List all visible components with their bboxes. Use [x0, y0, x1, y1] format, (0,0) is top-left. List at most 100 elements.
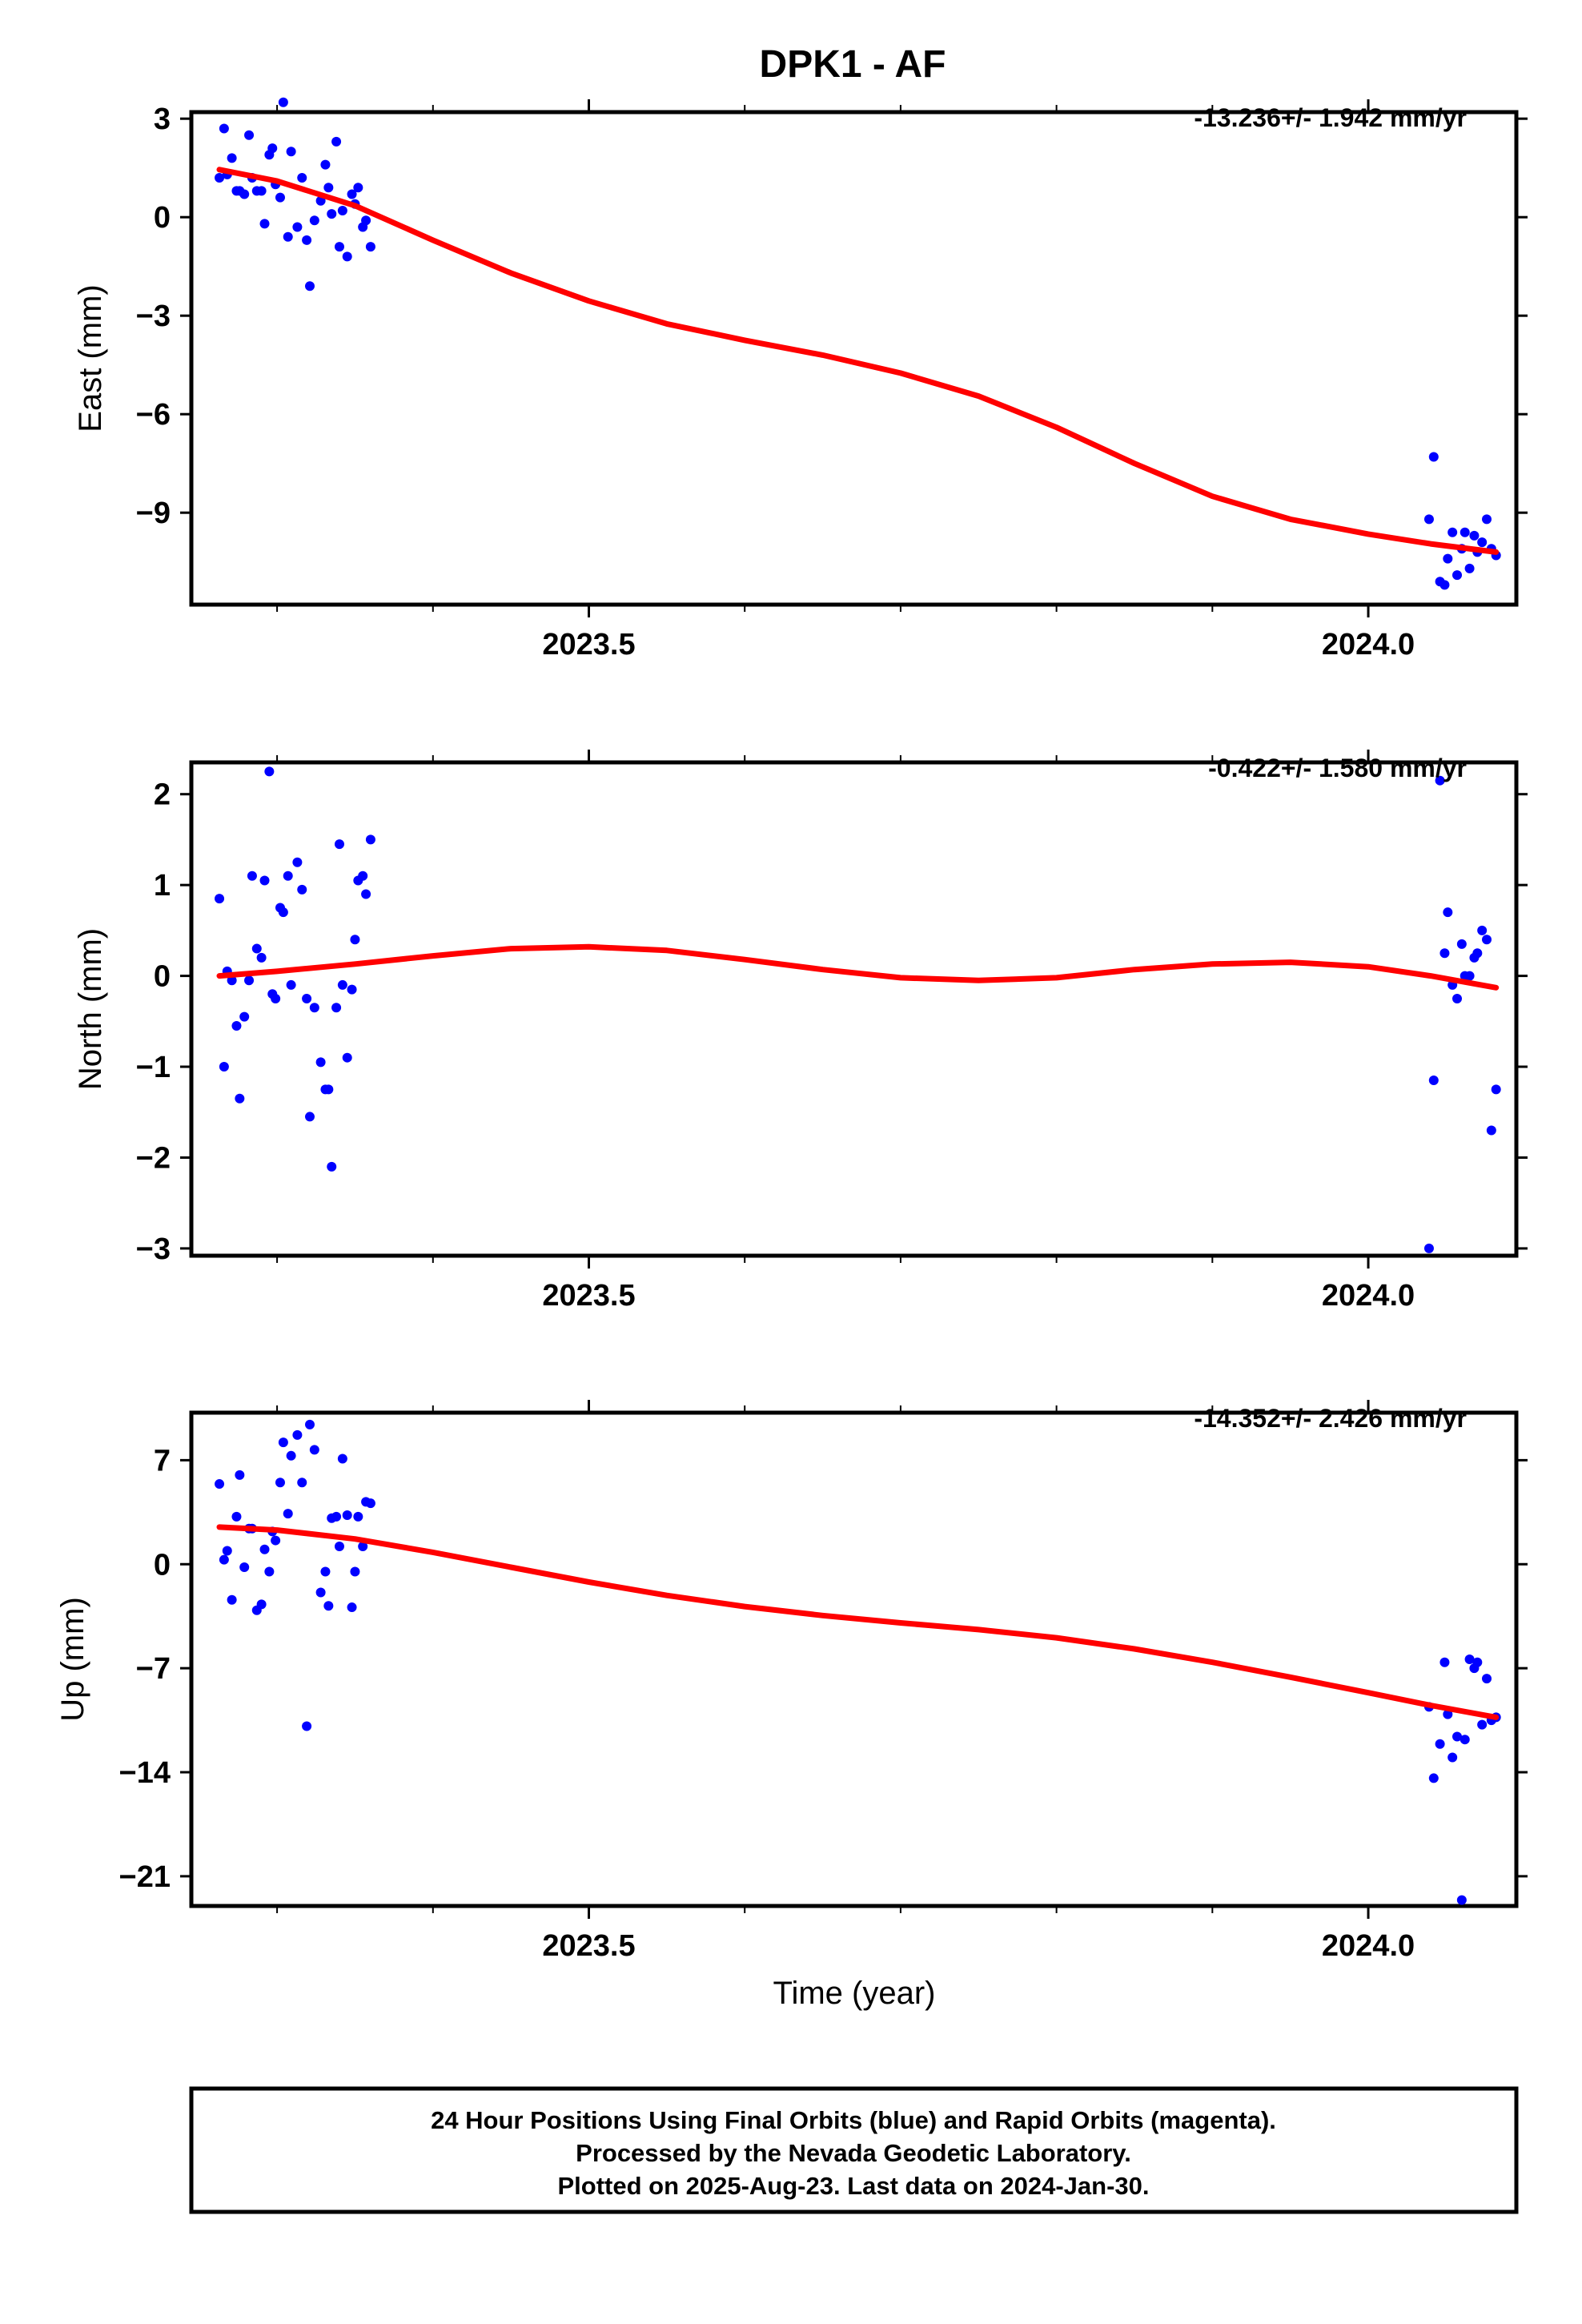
east-data-point: [1428, 452, 1439, 462]
east-data-point: [267, 143, 278, 154]
north-data-point: [302, 993, 312, 1003]
up-data-point: [320, 1566, 331, 1577]
up-data-point: [1439, 1657, 1450, 1667]
up-data-point: [219, 1554, 229, 1565]
east-data-point: [1423, 514, 1434, 525]
up-data-point: [302, 1721, 312, 1731]
figure-title: DPK1 - AF: [760, 43, 946, 86]
up-data-point: [292, 1429, 303, 1440]
north-y-tick-label: 2: [154, 778, 171, 812]
east-data-point: [361, 215, 371, 226]
north-data-point: [219, 1062, 229, 1072]
east-data-point: [309, 215, 319, 226]
north-x-tick-label: 2023.5: [542, 1279, 635, 1313]
north-data-point: [361, 889, 371, 899]
east-data-point: [1439, 580, 1450, 590]
north-data-point: [323, 1084, 334, 1095]
time-axis-label: Time (year): [773, 1976, 936, 2011]
up-data-point: [215, 1479, 225, 1490]
east-data-point: [365, 242, 375, 252]
north-y-tick-label: 1: [154, 869, 171, 903]
north-data-point: [337, 979, 347, 990]
east-data-point: [239, 189, 250, 199]
east-data-point: [275, 192, 285, 203]
east-data-point: [302, 235, 312, 245]
north-data-point: [215, 894, 225, 904]
footer-line-3: Plotted on 2025-Aug-23. Last data on 202…: [557, 2172, 1149, 2200]
east-data-point: [1469, 530, 1480, 541]
north-y-tick-label: 0: [154, 960, 171, 994]
east-data-point: [1482, 514, 1492, 525]
up-plot-frame: [189, 1410, 1519, 1908]
east-y-tick-label: −3: [136, 300, 171, 333]
up-y-tick-label: −21: [119, 1860, 171, 1894]
north-data-point: [1456, 939, 1467, 949]
north-data-point: [1439, 948, 1450, 959]
up-data-point: [1447, 1752, 1458, 1763]
up-data-point: [358, 1541, 368, 1551]
up-data-point: [222, 1546, 232, 1556]
north-data-point: [1464, 971, 1475, 981]
up-data-point: [231, 1511, 242, 1522]
north-y-tick-label: −3: [136, 1232, 171, 1266]
up-data-point: [235, 1470, 245, 1480]
east-x-tick-label: 2024.0: [1322, 628, 1415, 661]
north-data-point: [315, 1057, 326, 1068]
up-data-point: [337, 1454, 347, 1464]
up-data-point: [259, 1544, 270, 1554]
up-data-point: [283, 1509, 293, 1519]
footer-line-1: 24 Hour Positions Using Final Orbits (bl…: [431, 2106, 1276, 2134]
north-y-tick-label: −2: [136, 1141, 171, 1175]
east-y-tick-label: −9: [136, 497, 171, 530]
up-data-point: [239, 1562, 250, 1572]
east-data-point: [1447, 527, 1458, 537]
up-data-point: [1452, 1731, 1463, 1742]
north-data-point: [365, 834, 375, 845]
up-y-tick-label: 0: [154, 1548, 171, 1582]
north-panel: 2023.5 2024.0 2 1 0 −1 −2 −3 North (mm) -0.422+/-…: [73, 750, 1528, 1313]
north-data-point: [1435, 775, 1445, 786]
up-x-tick-label: 2024.0: [1322, 1929, 1415, 1963]
north-plot-area: 2023.5 2024.0 2 1 0 −1 −2 −3 North (mm): [73, 750, 1528, 1313]
east-panel: 2023.5 2024.0 3 0 −3 −6 −9 East (mm) -13.236+/- …: [73, 97, 1528, 661]
up-data-point: [271, 1535, 281, 1546]
up-panel: Time (year) 2023.5 2024.0 7 0 −7 −14 −21 Up (mm…: [55, 1400, 1528, 2011]
up-data-point: [1428, 1773, 1439, 1783]
north-data-point: [264, 766, 275, 777]
north-y-tick-label: −1: [136, 1051, 171, 1084]
north-data-point: [278, 907, 288, 918]
east-data-point: [331, 136, 342, 147]
up-plot-area: 2023.5 2024.0 7 0 −7 −14 −21 Up (mm): [55, 1400, 1528, 1963]
east-data-point: [244, 130, 255, 140]
east-y-axis-label: East (mm): [73, 284, 108, 432]
north-x-tick-label: 2024.0: [1322, 1279, 1415, 1313]
north-data-point: [358, 870, 368, 881]
north-data-point: [259, 875, 270, 886]
north-data-point: [247, 870, 257, 881]
north-rate-label: -0.422+/- 1.580 mm/yr: [1208, 754, 1467, 782]
east-y-tick-label: 3: [154, 103, 171, 136]
east-data-point: [297, 173, 307, 183]
east-data-point: [259, 219, 270, 229]
up-data-point: [278, 1437, 288, 1448]
up-data-point: [342, 1510, 352, 1521]
east-data-point: [219, 123, 229, 134]
up-data-point: [256, 1599, 267, 1610]
up-data-point: [309, 1445, 319, 1455]
north-data-point: [256, 952, 267, 963]
north-data-point: [1452, 993, 1463, 1003]
up-y-axis-label: Up (mm): [55, 1597, 90, 1722]
footer-line-2: Processed by the Nevada Geodetic Laborat…: [576, 2139, 1131, 2167]
east-data-point: [342, 251, 352, 262]
north-data-point: [297, 884, 307, 895]
north-data-point: [292, 857, 303, 867]
up-data-point: [353, 1511, 363, 1522]
up-data-point: [350, 1566, 360, 1577]
north-data-point: [1428, 1076, 1439, 1086]
up-data-point: [365, 1498, 375, 1509]
north-data-point: [1477, 925, 1488, 935]
east-data-point: [1443, 553, 1453, 564]
east-plot-frame: [189, 110, 1519, 607]
